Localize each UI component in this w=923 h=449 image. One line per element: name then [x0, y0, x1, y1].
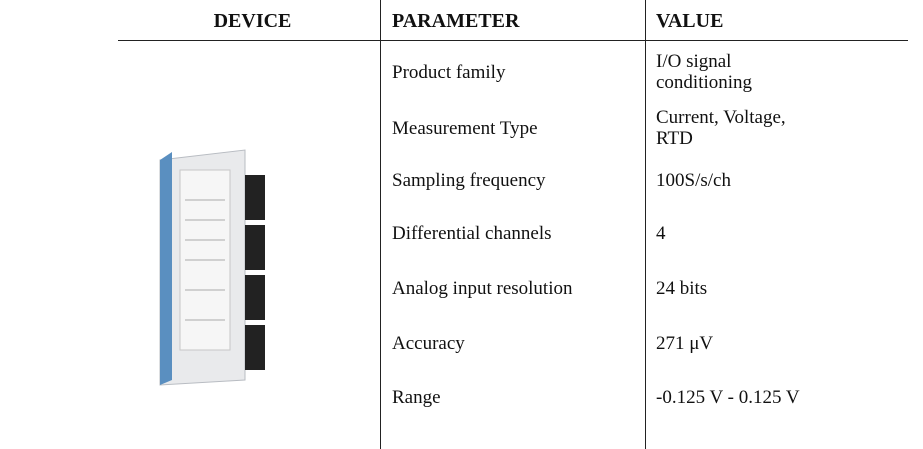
parameter-cell: Measurement Type [392, 117, 538, 139]
value-cell: 24 bits [656, 277, 708, 299]
value-cell: Current, Voltage, RTD [656, 107, 786, 149]
value-cell: -0.125 V - 0.125 V [656, 386, 800, 408]
header-parameter: PARAMETER [392, 9, 520, 32]
parameter-cell: Sampling frequency [392, 169, 546, 191]
parameter-cell: Analog input resolution [392, 277, 573, 299]
column-divider [645, 0, 646, 449]
header-value: VALUE [656, 9, 724, 32]
header-device: DEVICE [213, 9, 292, 32]
value-cell: 4 [656, 222, 666, 244]
value-cell: I/O signal conditioning [656, 51, 753, 93]
parameter-cell: Range [392, 386, 441, 408]
header-rule [118, 40, 908, 41]
value-cell: 100S/s/ch [656, 169, 731, 191]
value-cell: 271 μV [656, 332, 714, 354]
device-image [159, 149, 265, 386]
parameter-cell: Product family [392, 61, 506, 83]
parameter-cell: Accuracy [392, 332, 465, 354]
column-divider [380, 0, 381, 449]
parameter-cell: Differential channels [392, 222, 552, 244]
